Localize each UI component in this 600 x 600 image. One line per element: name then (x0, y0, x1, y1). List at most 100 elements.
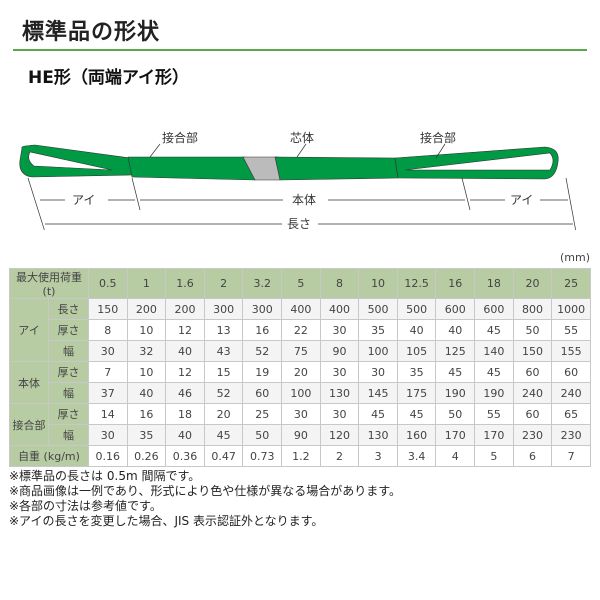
cell-value: 45 (396, 403, 437, 425)
cell-value: 10 (126, 319, 167, 341)
cell-value: 10 (126, 361, 167, 383)
notes: ※標準品の長さは 0.5m 間隔です。 ※商品画像は一例であり、形式により色や仕… (9, 469, 401, 529)
cell-value: 37 (88, 382, 128, 404)
cell-value: 30 (88, 340, 128, 362)
row-label: 幅 (48, 340, 89, 362)
cell-value: 130 (319, 382, 360, 404)
cell-value: 500 (358, 298, 398, 320)
load-header: 18 (474, 268, 514, 299)
table-row: 接合部 厚さ 14 16 18 20 25 30 30 45 45 50 55 60 65 (9, 403, 591, 446)
cell-value: 52 (242, 340, 283, 362)
cell-value: 600 (474, 298, 514, 320)
group-label: 本体 (9, 361, 49, 404)
label-joint-right: 接合部 (420, 130, 456, 145)
page-title: 標準品の形状 (22, 20, 161, 45)
cell-value: 175 (396, 382, 437, 404)
row-label: 幅 (48, 424, 89, 446)
cell-value: 30 (88, 424, 128, 446)
header-row: 最大使用荷重 (t) 0.5 1 1.6 2 3.2 5 8 10 12.5 16 18 20 25 (9, 268, 591, 299)
cell-value: 30 (281, 403, 321, 425)
cell-value: 170 (435, 424, 476, 446)
group-label: 接合部 (9, 403, 49, 446)
cell-value: 0.73 (242, 445, 283, 467)
cell-value: 13 (203, 319, 244, 341)
cell-value: 16 (242, 319, 283, 341)
cell-value: 90 (281, 424, 321, 446)
cell-value: 105 (396, 340, 437, 362)
cell-value: 16 (126, 403, 167, 425)
cell-value: 3.4 (396, 445, 437, 467)
cell-value: 22 (281, 319, 321, 341)
cell-value: 800 (512, 298, 553, 320)
cell-value: 60 (512, 403, 553, 425)
cell-value: 45 (203, 424, 244, 446)
cell-value: 155 (551, 340, 591, 362)
group-label: アイ (9, 298, 49, 362)
cell-value: 50 (512, 319, 553, 341)
cell-value: 18 (165, 403, 205, 425)
cell-value: 130 (358, 424, 398, 446)
cell-value: 60 (551, 361, 591, 383)
cell-value: 45 (474, 361, 514, 383)
note: ※商品画像は一例であり、形式により色や仕様が異なる場合があります。 (9, 484, 402, 498)
cell-value: 160 (396, 424, 437, 446)
cell-value: 3 (358, 445, 398, 467)
note: ※標準品の長さは 0.5m 間隔です。 (9, 469, 201, 483)
cell-value: 7 (551, 445, 591, 467)
cell-value: 2 (319, 445, 360, 467)
cell-value: 90 (319, 340, 360, 362)
cell-value: 120 (319, 424, 360, 446)
row-label: 厚さ (48, 361, 89, 383)
cell-value: 300 (242, 298, 283, 320)
note: ※各部の寸法は参考値です。 (9, 499, 162, 513)
cell-value: 45 (358, 403, 398, 425)
cell-value: 4 (435, 445, 476, 467)
section-title: HE形（両端アイ形） (28, 68, 189, 88)
cell-value: 6 (512, 445, 553, 467)
cell-value: 240 (551, 382, 591, 404)
cell-value: 30 (319, 319, 360, 341)
load-header: 3.2 (242, 268, 283, 299)
cell-value: 19 (242, 361, 283, 383)
cell-value: 7 (88, 361, 128, 383)
cell-value: 125 (435, 340, 476, 362)
cell-value: 12 (165, 361, 205, 383)
label-core: 芯体 (290, 131, 314, 145)
cell-value: 170 (474, 424, 514, 446)
weight-row: 自重 (kg/m) 0.16 0.26 0.36 0.47 0.73 1.2 2 3 3.4 4 5 6… (9, 445, 591, 467)
load-header: 5 (281, 268, 321, 299)
cell-value: 40 (165, 424, 205, 446)
cell-value: 35 (358, 319, 398, 341)
cell-value: 0.26 (126, 445, 167, 467)
table-row: 幅 30 32 40 43 52 75 90 100 105 125 140 150 155 (10, 340, 591, 362)
cell-value: 140 (474, 340, 514, 362)
note: ※アイの長さを変更した場合、JIS 表示認証外となります。 (9, 514, 324, 528)
load-header: 1.6 (165, 268, 205, 299)
cell-value: 32 (126, 340, 167, 362)
load-header: 20 (512, 268, 553, 299)
cell-value: 40 (396, 319, 437, 341)
cell-value: 240 (512, 382, 553, 404)
load-header: 2 (203, 268, 244, 299)
row-label: 厚さ (48, 319, 89, 341)
cell-value: 55 (551, 319, 591, 341)
table-row: アイ 長さ 150 200 200 300 300 400 400 500 500 600 600 800… (9, 298, 591, 362)
spec-table: 最大使用荷重 (t) 0.5 1 1.6 2 3.2 5 8 10 12.5 16 18 20 25 アイ長… (9, 268, 591, 467)
cell-value: 30 (358, 361, 398, 383)
cell-value: 230 (551, 424, 591, 446)
cell-value: 35 (126, 424, 167, 446)
cell-value: 190 (474, 382, 514, 404)
table-row: 厚さ 8 10 12 13 16 22 30 35 40 40 45 50 55 (10, 319, 591, 341)
cell-value: 500 (396, 298, 437, 320)
cell-value: 100 (281, 382, 321, 404)
load-header: 12.5 (396, 268, 437, 299)
cell-value: 40 (126, 382, 167, 404)
label-eye-left: アイ (72, 193, 95, 207)
cell-value: 200 (165, 298, 205, 320)
load-header: 1 (126, 268, 167, 299)
cell-value: 43 (203, 340, 244, 362)
load-header: 0.5 (88, 268, 128, 299)
cell-value: 8 (88, 319, 128, 341)
cell-value: 0.36 (165, 445, 205, 467)
cell-value: 600 (435, 298, 476, 320)
